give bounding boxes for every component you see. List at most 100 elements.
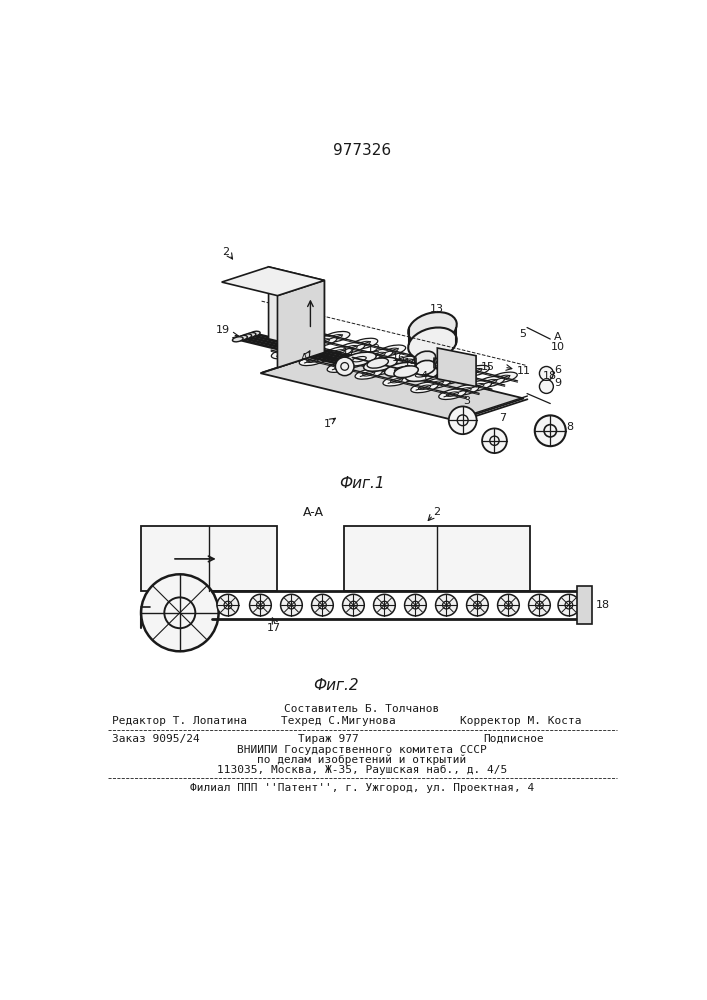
- Ellipse shape: [233, 337, 243, 342]
- Text: 17: 17: [341, 348, 356, 358]
- Ellipse shape: [353, 353, 380, 364]
- Text: Редактор Т. Лопатина: Редактор Т. Лопатина: [112, 716, 247, 726]
- Ellipse shape: [490, 372, 518, 383]
- Polygon shape: [260, 351, 524, 421]
- Text: 3: 3: [463, 396, 470, 406]
- Ellipse shape: [409, 367, 436, 378]
- Circle shape: [482, 428, 507, 453]
- Ellipse shape: [250, 331, 260, 336]
- Circle shape: [449, 406, 477, 434]
- Text: 7: 7: [498, 413, 506, 423]
- Text: 11: 11: [517, 366, 530, 376]
- Text: Фиг.2: Фиг.2: [314, 678, 359, 693]
- Bar: [344, 526, 530, 591]
- Ellipse shape: [406, 367, 439, 381]
- Text: 10: 10: [551, 342, 565, 352]
- Circle shape: [250, 594, 271, 616]
- Ellipse shape: [241, 334, 252, 339]
- Ellipse shape: [237, 335, 247, 340]
- Ellipse shape: [271, 348, 299, 359]
- Text: Техред С.Мигунова: Техред С.Мигунова: [281, 716, 395, 726]
- Text: Подписное: Подписное: [484, 734, 544, 744]
- Ellipse shape: [414, 360, 436, 375]
- Ellipse shape: [423, 378, 451, 389]
- Text: 1: 1: [324, 419, 331, 429]
- Polygon shape: [277, 280, 325, 368]
- Ellipse shape: [439, 389, 466, 399]
- Text: 18: 18: [596, 600, 610, 610]
- Text: 19: 19: [216, 325, 230, 335]
- Text: Фиг.1: Фиг.1: [339, 476, 385, 491]
- Text: 8: 8: [566, 422, 573, 432]
- Text: 18: 18: [543, 371, 557, 381]
- Circle shape: [141, 574, 218, 651]
- Circle shape: [373, 594, 395, 616]
- Ellipse shape: [477, 376, 505, 387]
- Ellipse shape: [464, 380, 491, 391]
- Circle shape: [281, 594, 303, 616]
- Text: A: A: [301, 353, 308, 363]
- Bar: [577, 586, 592, 624]
- Ellipse shape: [366, 349, 393, 360]
- Circle shape: [312, 594, 333, 616]
- Text: Составитель Б. Толчанов: Составитель Б. Толчанов: [284, 704, 440, 714]
- Circle shape: [467, 594, 489, 616]
- Text: 12: 12: [367, 344, 381, 354]
- Ellipse shape: [310, 336, 337, 346]
- Ellipse shape: [351, 338, 378, 349]
- Text: Тираж 977: Тираж 977: [298, 734, 359, 744]
- Text: ВНИИПИ Государственного комитета СССР: ВНИИПИ Государственного комитета СССР: [237, 745, 487, 755]
- Ellipse shape: [343, 352, 376, 366]
- Ellipse shape: [297, 340, 325, 351]
- Ellipse shape: [340, 357, 368, 368]
- Ellipse shape: [245, 333, 256, 338]
- Ellipse shape: [408, 328, 457, 360]
- Circle shape: [217, 594, 239, 616]
- Ellipse shape: [434, 359, 462, 369]
- Circle shape: [436, 594, 457, 616]
- Ellipse shape: [394, 366, 419, 378]
- Text: 15: 15: [481, 362, 495, 372]
- Ellipse shape: [396, 371, 423, 382]
- Circle shape: [534, 415, 566, 446]
- Text: Корректор М. Коста: Корректор М. Коста: [460, 716, 582, 726]
- Polygon shape: [438, 348, 476, 386]
- Ellipse shape: [449, 370, 477, 380]
- Circle shape: [558, 594, 580, 616]
- Text: Филиал ППП ''Патент'', г. Ужгород, ул. Проектная, 4: Филиал ППП ''Патент'', г. Ужгород, ул. П…: [189, 783, 534, 793]
- Ellipse shape: [421, 363, 449, 373]
- Ellipse shape: [408, 312, 457, 344]
- Text: 4: 4: [420, 371, 428, 381]
- Ellipse shape: [363, 357, 397, 371]
- Polygon shape: [222, 267, 325, 296]
- Circle shape: [539, 366, 554, 380]
- Polygon shape: [269, 267, 325, 352]
- Circle shape: [498, 594, 519, 616]
- Ellipse shape: [368, 364, 395, 375]
- Ellipse shape: [335, 357, 354, 376]
- Ellipse shape: [322, 331, 350, 342]
- Text: 16: 16: [392, 353, 405, 363]
- Circle shape: [539, 380, 554, 393]
- Text: 2: 2: [433, 507, 440, 517]
- Circle shape: [404, 594, 426, 616]
- Ellipse shape: [355, 368, 382, 379]
- Text: A: A: [554, 332, 562, 342]
- Text: 5: 5: [519, 329, 526, 339]
- Ellipse shape: [414, 351, 436, 366]
- Ellipse shape: [299, 355, 327, 366]
- Ellipse shape: [411, 382, 438, 393]
- Ellipse shape: [284, 344, 312, 355]
- Ellipse shape: [312, 351, 339, 361]
- Ellipse shape: [452, 385, 479, 395]
- Circle shape: [529, 594, 550, 616]
- Text: A-A: A-A: [303, 506, 324, 519]
- Ellipse shape: [327, 362, 354, 372]
- Ellipse shape: [325, 347, 352, 357]
- Text: 977326: 977326: [333, 143, 391, 158]
- Ellipse shape: [462, 365, 489, 376]
- Text: Заказ 9095/24: Заказ 9095/24: [112, 734, 199, 744]
- Circle shape: [343, 594, 364, 616]
- Ellipse shape: [436, 374, 464, 384]
- Text: 14: 14: [404, 358, 418, 368]
